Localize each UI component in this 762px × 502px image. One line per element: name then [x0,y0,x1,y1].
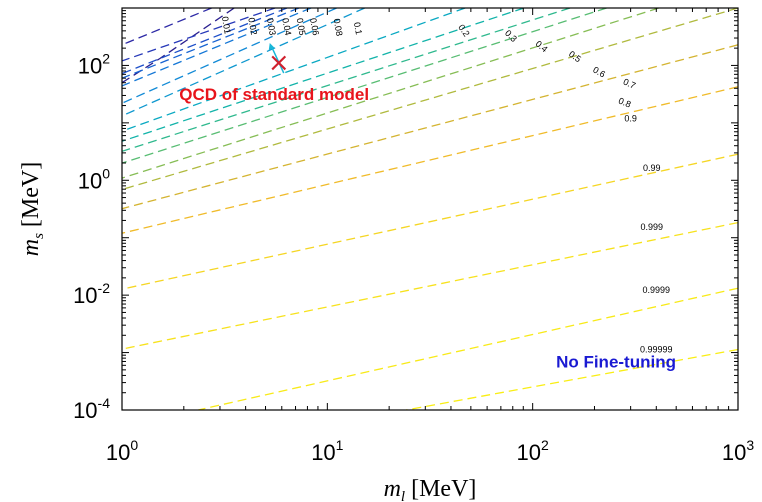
contour-line-0.999 [122,221,738,350]
y-tick-label: 102 [78,50,110,78]
qcd-point-marker: × [268,48,290,78]
contour-label: 0.9999 [643,285,671,295]
tick-layer: 100 101 102 103 10-4 10-2 100 102 [73,8,754,465]
contour-line-0.03 [122,8,276,62]
contour-label: 0.08 [332,18,345,37]
y-tick-label: 10-2 [73,280,110,308]
contour-line-0.6 [122,8,659,179]
plot-background [122,8,738,410]
annotation-layer: QCD of standard model No Fine-tuning [179,85,676,371]
contour-label: 0.03 [265,17,278,36]
contour-label-layer: 0.01 0.02 0.03 0.04 0.05 0.06 0.08 0.1 0.2 0.30.4… [220,16,673,355]
contour-line-0.2 [122,8,466,132]
y-tick-label: 10-4 [73,395,110,423]
chart-annotation: No Fine-tuning [556,352,676,371]
contour-line-0.99999 [405,348,738,410]
x-tick-label: 101 [311,437,343,465]
contour-line-0.01 [122,8,235,84]
plot-frame [121,7,739,411]
marker-layer: × [268,43,290,78]
contour-line-0.7 [122,8,738,191]
contour-label: 0.8 [617,96,632,110]
marker-arrowhead [268,43,275,51]
contour-line-0.8 [122,44,738,210]
x-tick-label: 103 [722,437,754,465]
contour-line-0.1 [122,8,365,117]
contour-line-0.06 [122,8,312,87]
contour-label: 0.05 [295,17,308,36]
contour-label: 0.7 [622,77,638,91]
contour-line-0.9 [122,86,738,234]
contour-label: 0.99 [643,163,661,173]
contour-label: 0.02 [246,17,259,36]
x-axis-title: ml [MeV] [384,476,477,502]
contour-line-0.9999 [198,287,738,410]
contour-line-0.08 [122,8,337,104]
contour-line-0.99 [122,153,738,290]
contour-line-0.3 [122,8,525,142]
y-axis-title: ms[MeV] [18,162,47,257]
contour-line-0.02 [122,8,212,46]
contour-layer [122,8,738,410]
contour-line-0.5 [122,8,607,164]
contour-line-0.05 [122,8,300,79]
contour-label: 0.1 [352,21,364,35]
x-tick-label: 102 [517,437,549,465]
y-tick-label: 100 [78,165,110,193]
contour-label: 0.01 [220,16,233,35]
contour-label: 0.999 [640,222,663,232]
marker-arrow [271,46,285,74]
contour-label: 0.06 [308,17,321,36]
contour-line-0.4 [122,8,571,152]
contour-label: 0.04 [280,17,293,36]
contour-line-0.04 [122,8,288,75]
chart-annotation: QCD of standard model [179,85,369,104]
contour-label: 0.9 [624,114,637,124]
x-tick-label: 100 [106,437,138,465]
contour-label: 0.99999 [640,345,673,355]
